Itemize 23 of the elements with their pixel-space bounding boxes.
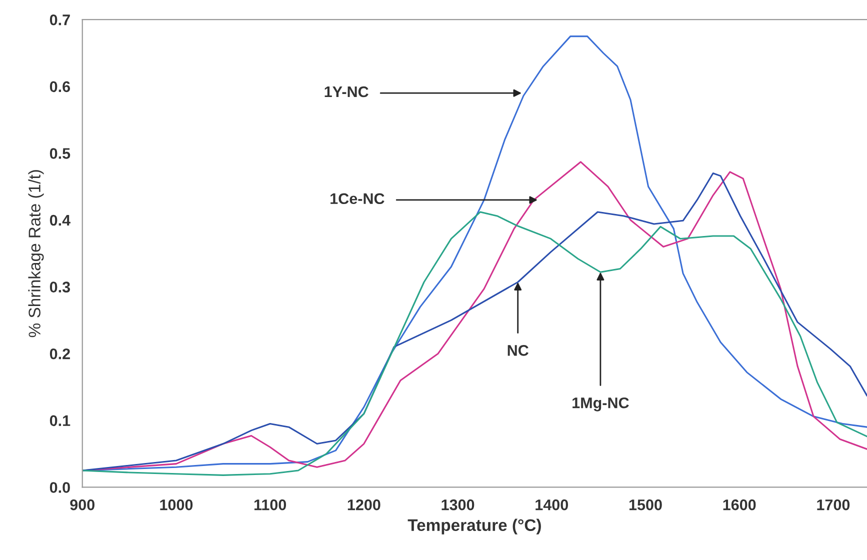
y-tick-label: 0.1 <box>50 415 70 426</box>
annotation: 1Y-NC <box>324 86 368 98</box>
y-tick-label: 0.2 <box>50 348 70 360</box>
x-tick-label: 1700 <box>817 499 850 510</box>
y-tick-label: 0.4 <box>50 214 70 226</box>
annotation: 1Mg-NC <box>572 397 629 412</box>
x-tick-label: 1600 <box>723 499 756 510</box>
x-tick-label: 1200 <box>348 499 380 510</box>
x-tick-label: 1300 <box>442 499 474 510</box>
annotation: 1Ce-NC <box>330 193 384 204</box>
y-tick-label: 0.0 <box>50 482 70 493</box>
x-tick-label: 900 <box>70 499 94 510</box>
y-tick-label: 0.7 <box>50 14 70 26</box>
x-tick-label: 1100 <box>254 499 286 510</box>
x-tick-label: 1000 <box>160 499 193 510</box>
y-tick-label: 0.3 <box>50 282 70 293</box>
y-tick-label: 0.6 <box>50 81 70 92</box>
y-tick-label: 0.5 <box>50 148 70 159</box>
x-tick-label: 1500 <box>629 499 662 510</box>
x-tick-label: 1400 <box>536 499 568 510</box>
x-axis-title: Temperature (°C) <box>408 518 541 534</box>
annotation: NC <box>508 345 528 356</box>
y-axis-title: % Shrinkage Rate (1/t) <box>28 170 44 338</box>
